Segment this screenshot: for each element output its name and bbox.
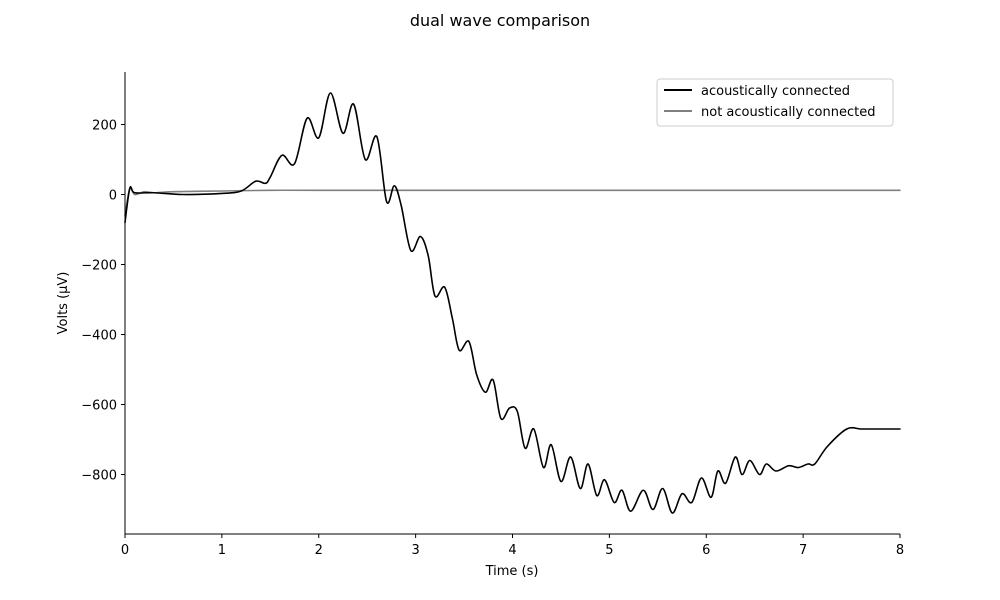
x-tick-label: 1 [218,543,226,558]
x-tick-label: 7 [799,543,807,558]
y-tick-label: −600 [81,399,117,414]
x-tick-label: 3 [411,543,419,558]
y-axis-title: Volts (μV) [56,272,71,335]
x-tick-label: 2 [315,543,323,558]
legend: acoustically connected not acoustically … [656,78,894,127]
y-tick-label: −400 [81,329,117,344]
x-tick-label: 5 [605,543,613,558]
plot-area [124,92,901,514]
legend-label-not-acoustically-connected: not acoustically connected [701,105,875,120]
x-tick-label: 6 [702,543,710,558]
legend-box [656,78,894,127]
chart-title: dual wave comparison [410,11,590,30]
x-ticks: 0 1 2 3 4 5 6 7 8 [121,534,904,558]
y-tick-label: −200 [81,259,117,274]
legend-label-acoustically-connected: acoustically connected [701,84,850,99]
x-tick-label: 0 [121,543,129,558]
y-tick-label: 200 [92,119,117,134]
x-tick-label: 4 [508,543,516,558]
x-axis-title: Time (s) [485,564,539,579]
y-tick-label: 0 [109,189,117,204]
x-tick-label: 8 [896,543,904,558]
y-tick-label: −800 [81,469,117,484]
y-ticks: 200 0 −200 −400 −600 −800 [81,119,125,484]
series-line-acoustically-connected [124,92,901,514]
